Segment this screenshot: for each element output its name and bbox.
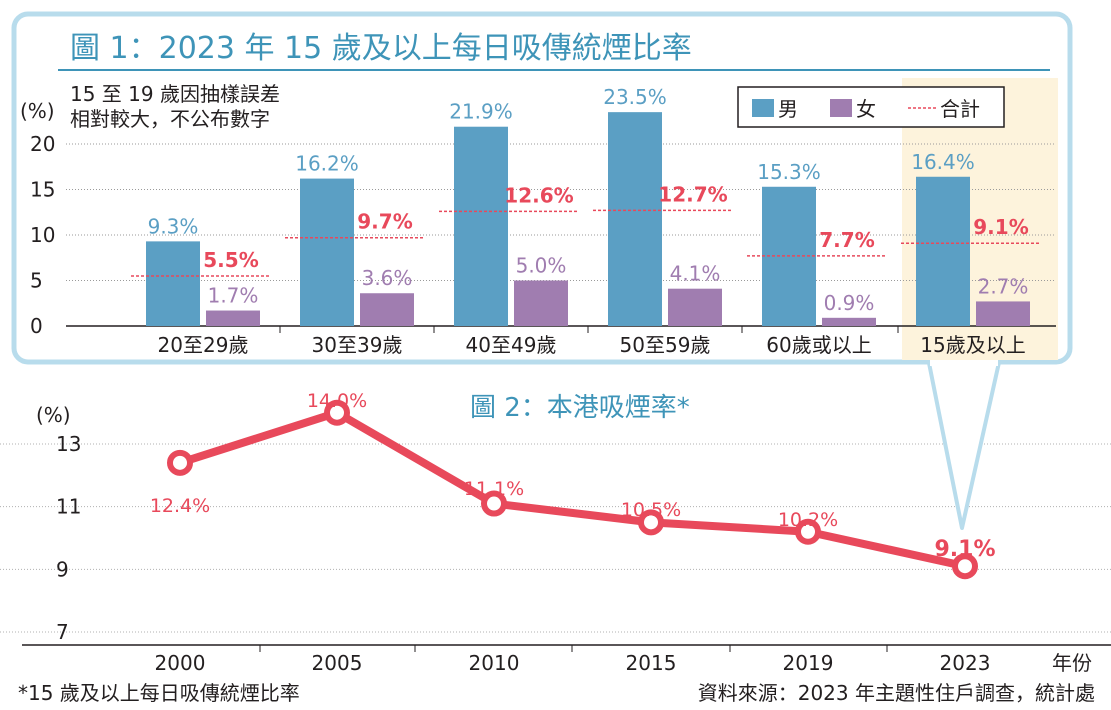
bar-female bbox=[206, 310, 260, 326]
chart2-series-line bbox=[176, 408, 969, 571]
total-label: 5.5% bbox=[203, 248, 258, 272]
bar-female bbox=[822, 317, 876, 326]
chart2-data-point bbox=[638, 509, 664, 536]
chart2-data-point bbox=[952, 553, 978, 580]
chart1-x-tick-label: 50至59歲 bbox=[620, 333, 711, 357]
chart2-data-label: 11.1% bbox=[464, 478, 524, 500]
bar-female bbox=[360, 293, 414, 326]
chart2-data-point bbox=[795, 518, 821, 545]
bar-male-label: 21.9% bbox=[449, 100, 513, 124]
chart2-data-point bbox=[167, 449, 193, 476]
total-label: 12.7% bbox=[658, 182, 727, 206]
bar-female bbox=[976, 301, 1030, 326]
chart1-x-tick-label: 20至29歲 bbox=[158, 333, 249, 357]
bar-female bbox=[514, 280, 568, 326]
chart1-y-tick-label: 0 bbox=[30, 314, 43, 338]
chart2-y-tick-label: 7 bbox=[56, 620, 69, 644]
chart2-x-tick-label: 2010 bbox=[469, 651, 520, 675]
total-label: 9.1% bbox=[973, 215, 1028, 239]
chart1-note-line: 15 至 19 歲因抽樣誤差 bbox=[70, 82, 280, 106]
chart1-x-tick-label: 40至49歲 bbox=[466, 333, 557, 357]
bar-female-label: 2.7% bbox=[978, 274, 1029, 298]
chart2-x-tick-label: 2015 bbox=[626, 651, 677, 675]
total-label: 7.7% bbox=[819, 228, 874, 252]
chart2-y-axis-unit: (%) bbox=[36, 403, 71, 427]
chart1-y-axis-unit: (%) bbox=[20, 99, 55, 123]
bar-male bbox=[916, 176, 970, 326]
chart2-x-tick-label: 2005 bbox=[312, 651, 363, 675]
callout bbox=[926, 356, 1002, 530]
chart1-y-tick-label: 10 bbox=[30, 223, 55, 247]
chart2-line: 7 9 11 13 (%) 2000 2005 2010 2015 2019 2023 年份 12.4%… bbox=[0, 390, 1111, 675]
bar-female-label: 4.1% bbox=[670, 262, 721, 286]
chart2-data-label: 12.4% bbox=[150, 495, 210, 517]
bar-male-label: 9.3% bbox=[148, 214, 199, 238]
chart2-data-label: 10.5% bbox=[621, 499, 681, 521]
bar-female bbox=[668, 288, 722, 326]
chart2-data-label: 14.0% bbox=[307, 390, 367, 412]
chart2-data-point bbox=[481, 490, 507, 517]
legend-swatch-male bbox=[752, 99, 774, 117]
chart2-y-tick-label: 13 bbox=[56, 432, 81, 456]
chart2-x-axis-label: 年份 bbox=[1052, 651, 1092, 675]
chart1-note-line: 相對較大，不公布數字 bbox=[70, 107, 270, 131]
footnote: *15 歲及以上每日吸傳統煙比率 bbox=[18, 681, 300, 705]
bar-male-label: 15.3% bbox=[757, 160, 821, 184]
chart1-y-tick-label: 15 bbox=[30, 178, 55, 202]
callout-pointer bbox=[926, 356, 1002, 530]
bar-male-label: 16.4% bbox=[911, 150, 975, 174]
text-layer: *15 歲及以上每日吸傳統煙比率 資料來源：2023 年主題性住戶調查，統計處 bbox=[18, 681, 1095, 705]
bar-male bbox=[300, 178, 354, 326]
chart2-y-tick-label: 11 bbox=[56, 495, 81, 519]
chart1-y-tick-label: 5 bbox=[30, 269, 43, 293]
chart1-y-tick-label: 20 bbox=[30, 132, 55, 156]
bar-female-label: 3.6% bbox=[362, 266, 413, 290]
source-credit: 資料來源：2023 年主題性住戶調查，統計處 bbox=[698, 681, 1095, 705]
bar-female-label: 0.9% bbox=[824, 291, 875, 315]
legend-label-total: 合計 bbox=[940, 97, 980, 121]
chart1-x-tick-label: 15歲及以上 bbox=[920, 333, 1025, 357]
legend-label-female: 女 bbox=[856, 97, 876, 121]
callout-joint bbox=[930, 356, 998, 366]
legend-swatch-female bbox=[830, 99, 852, 117]
total-label: 12.6% bbox=[504, 183, 573, 207]
chart1-x-tick-label: 30至39歲 bbox=[312, 333, 403, 357]
chart1-x-tick-label: 60歲或以上 bbox=[766, 333, 871, 357]
bar-male bbox=[454, 126, 508, 327]
chart2-x-tick-label: 2000 bbox=[155, 651, 206, 675]
chart2-x-tick-label: 2023 bbox=[940, 651, 991, 675]
legend-box bbox=[737, 86, 1005, 128]
total-label: 9.7% bbox=[357, 210, 412, 234]
chart2-data-label: 10.2% bbox=[778, 509, 838, 531]
chart2-data-label: 9.1% bbox=[934, 537, 995, 562]
bar-female-label: 1.7% bbox=[208, 284, 259, 308]
bar-male bbox=[146, 241, 200, 326]
chart2-y-tick-label: 9 bbox=[56, 557, 69, 581]
chart2-data-point bbox=[324, 399, 350, 426]
chart2-x-tick-label: 2019 bbox=[783, 651, 834, 675]
legend-label-male: 男 bbox=[778, 97, 798, 121]
chart1-title: 圖 1：2023 年 15 歲及以上每日吸傳統煙比率 bbox=[70, 31, 692, 66]
bar-male-label: 16.2% bbox=[295, 152, 359, 176]
bar-female-label: 5.0% bbox=[516, 254, 567, 278]
bar-male bbox=[608, 112, 662, 327]
bar-male-label: 23.5% bbox=[603, 85, 667, 109]
chart2-title: 圖 2：本港吸煙率* bbox=[470, 393, 690, 423]
